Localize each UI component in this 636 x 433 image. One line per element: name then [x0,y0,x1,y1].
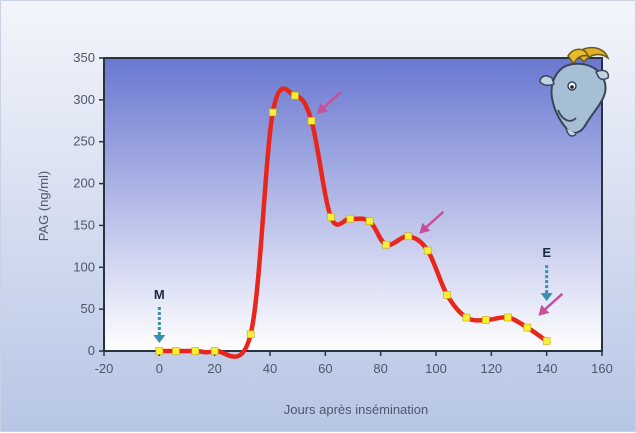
x-tick-label: 20 [207,361,221,376]
down-arrow-icon [540,265,553,302]
data-point [462,313,471,322]
pointer-arrow-icon [419,210,445,234]
x-tick-label: 80 [373,361,387,376]
data-point [291,91,299,100]
pointer-arrow-icon [538,292,564,316]
data-point [346,214,355,223]
y-tick-label: 0 [88,343,95,358]
data-point [542,337,551,345]
x-tick-label: 160 [591,361,613,376]
marker-label: M [154,287,165,302]
y-tick-label: 50 [81,301,95,316]
annotation-layer: ME [153,91,564,343]
data-point [504,313,512,322]
data-point [327,213,335,221]
data-point [382,240,391,249]
data-point [481,316,490,324]
data-point [268,108,277,117]
pointer-arrow-icon [317,91,342,115]
y-tick-label: 100 [73,259,95,274]
data-point [172,347,180,355]
data-point [191,347,200,355]
y-tick-label: 200 [73,176,95,191]
y-tick-label: 150 [73,217,95,232]
axes: -20 0 20 40 60 80 100 120 140 1600501001502002503… [73,50,613,376]
data-point [307,116,316,125]
x-axis-title: Jours après insémination [284,402,429,417]
data-point [365,217,374,226]
marker-label: E [542,245,551,260]
data-point [523,323,532,332]
y-tick-label: 250 [73,134,95,149]
x-tick-label: -20 [95,361,114,376]
x-tick-label: 120 [480,361,502,376]
series-layer [155,86,551,359]
plot-border [103,57,603,352]
data-point [443,291,451,299]
data-point [210,347,219,355]
x-tick-label: 140 [536,361,558,376]
goat-head-icon [539,46,610,137]
x-tick-label: 60 [318,361,332,376]
y-tick-label: 300 [73,92,95,107]
plot-area [104,58,602,351]
y-axis-title: PAG (ng/ml) [36,171,51,242]
data-point [246,330,255,339]
x-tick-label: 100 [425,361,447,376]
y-tick-label: 350 [73,50,95,65]
data-point [423,246,432,255]
x-tick-label: 40 [263,361,277,376]
data-point [404,232,413,241]
data-point [155,347,164,355]
x-tick-label: 0 [156,361,163,376]
down-arrow-icon [153,306,166,343]
